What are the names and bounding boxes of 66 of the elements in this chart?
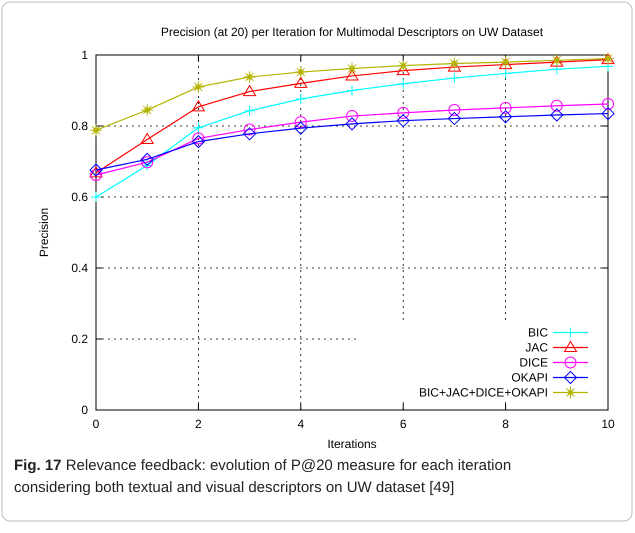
chart-title: Precision (at 20) per Iteration for Multimodal Descriptors on UW Dataset xyxy=(160,25,544,39)
point xyxy=(499,110,512,124)
point xyxy=(90,168,102,181)
point xyxy=(140,152,154,166)
point xyxy=(244,105,256,116)
x-tick-label: 0 xyxy=(92,417,100,431)
point xyxy=(90,124,102,137)
y-tick-label: 0.6 xyxy=(71,190,88,204)
point xyxy=(448,57,461,70)
point xyxy=(90,192,102,202)
caption: Fig. 17 Relevance feedback: evolution of P@20 measure for each iteration considering both textual and visual descriptors on UW dataset [49] xyxy=(14,457,512,496)
x-tick-label: 8 xyxy=(502,417,510,431)
point xyxy=(243,85,256,96)
point xyxy=(398,78,409,90)
point xyxy=(448,112,461,126)
point xyxy=(346,110,358,122)
point xyxy=(448,72,460,84)
point xyxy=(243,127,256,140)
x-tick-label: 4 xyxy=(297,417,304,431)
x-axis-title: Iterations xyxy=(327,437,377,451)
point xyxy=(192,135,205,148)
point xyxy=(192,122,204,134)
point xyxy=(295,94,306,105)
y-tick-label: 0.8 xyxy=(71,119,88,133)
point xyxy=(192,80,205,94)
point xyxy=(346,62,358,75)
point xyxy=(602,98,614,110)
point xyxy=(602,107,614,120)
point xyxy=(192,132,204,144)
point xyxy=(192,100,205,112)
point xyxy=(346,69,358,80)
legend-label: BIC+JAC+DICE+OKAPI xyxy=(418,386,548,400)
legend-label: BIC xyxy=(528,326,548,340)
point xyxy=(550,108,564,122)
legend-label: DICE xyxy=(519,356,548,370)
point xyxy=(346,117,358,130)
point xyxy=(550,100,563,112)
point xyxy=(294,76,308,88)
legend-label: OKAPI xyxy=(511,370,548,384)
x-tick-label: 10 xyxy=(601,417,615,431)
point xyxy=(396,114,410,128)
y-tick-label: 0.4 xyxy=(71,261,88,275)
legend-label: JAC xyxy=(525,340,548,354)
point xyxy=(294,116,307,128)
point xyxy=(448,104,460,116)
point xyxy=(142,160,153,171)
point xyxy=(294,66,308,78)
y-tick-label: 0 xyxy=(81,403,88,417)
point xyxy=(500,68,512,79)
point xyxy=(551,64,562,75)
point xyxy=(244,124,256,136)
point xyxy=(140,132,154,144)
point xyxy=(500,102,512,114)
point xyxy=(499,58,512,70)
point xyxy=(140,104,154,116)
point xyxy=(243,70,256,84)
point xyxy=(90,166,102,178)
point xyxy=(141,156,154,168)
y-tick-label: 0.2 xyxy=(71,332,88,346)
x-tick-label: 2 xyxy=(195,417,202,431)
point xyxy=(396,59,410,72)
y-tick-label: 1 xyxy=(81,48,88,62)
point xyxy=(397,106,410,119)
point xyxy=(294,122,308,135)
x-tick-label: 6 xyxy=(400,417,407,431)
y-axis-title: Precision xyxy=(37,208,51,258)
